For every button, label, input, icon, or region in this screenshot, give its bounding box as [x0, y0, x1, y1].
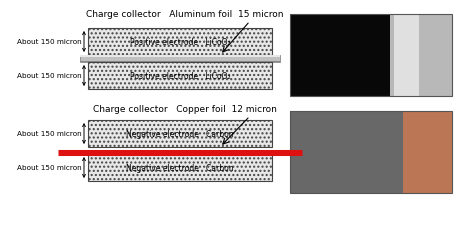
Bar [88, 154, 271, 181]
Bar [88, 29, 271, 56]
Bar [88, 121, 271, 147]
Bar [88, 63, 271, 90]
Bar [289, 112, 451, 193]
Bar [403, 112, 451, 193]
Text: Positive electrode   LiCoO₂: Positive electrode LiCoO₂ [129, 72, 230, 81]
Text: About 150 micron: About 150 micron [17, 73, 82, 79]
Text: Negative electrode   Carbon: Negative electrode Carbon [126, 129, 233, 138]
Text: Charge collector   Copper foil  12 micron: Charge collector Copper foil 12 micron [93, 105, 276, 113]
Bar [289, 15, 390, 97]
Bar [289, 15, 451, 97]
Bar [393, 15, 418, 97]
Text: About 150 micron: About 150 micron [17, 39, 82, 45]
Bar [390, 15, 451, 97]
Bar [289, 112, 403, 193]
Text: Charge collector   Aluminum foil  15 micron: Charge collector Aluminum foil 15 micron [86, 10, 283, 19]
Text: Positive electrode   LiCoO₂: Positive electrode LiCoO₂ [129, 38, 230, 47]
Text: About 150 micron: About 150 micron [17, 165, 82, 171]
Bar [80, 56, 280, 63]
Text: About 150 micron: About 150 micron [17, 131, 82, 137]
Text: Negative electrode   Carbon: Negative electrode Carbon [126, 163, 233, 172]
